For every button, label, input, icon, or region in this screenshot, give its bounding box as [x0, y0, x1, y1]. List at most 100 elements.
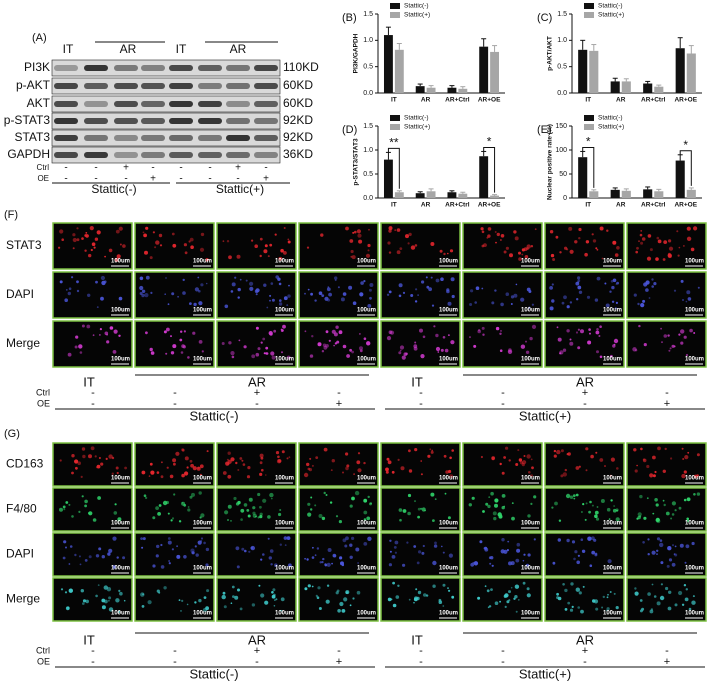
- cell-signal: [194, 545, 197, 548]
- blot-band: [141, 118, 165, 124]
- cell-signal: [258, 584, 261, 587]
- cell-signal: [141, 470, 146, 475]
- group-label: Stattic(+): [519, 408, 571, 423]
- cell-signal: [433, 544, 438, 548]
- legend-label: Stattic(-): [598, 115, 623, 122]
- cell-signal: [606, 507, 611, 512]
- cell-signal: [237, 469, 240, 471]
- x-tick-label: AR+OE: [478, 97, 501, 104]
- cell-signal: [59, 229, 64, 234]
- cell-signal: [643, 343, 647, 347]
- cell-signal: [182, 345, 186, 349]
- blot-strip: [51, 112, 281, 130]
- cell-signal: [240, 508, 245, 513]
- blot-strip: [51, 59, 281, 77]
- blot-band: [141, 101, 165, 107]
- cell-signal: [680, 341, 684, 345]
- condition-mark: -: [665, 387, 669, 399]
- cell-signal: [247, 514, 251, 518]
- cell-signal: [225, 461, 230, 466]
- cell-signal: [413, 344, 418, 349]
- lane-header: AR: [248, 374, 266, 389]
- cell-signal: [139, 276, 144, 281]
- cell-signal: [248, 550, 251, 553]
- cell-signal: [684, 597, 689, 602]
- cell-signal: [349, 348, 352, 352]
- cell-signal: [394, 551, 397, 554]
- cell-signal: [599, 458, 604, 462]
- cell-signal: [87, 293, 91, 297]
- cell-signal: [558, 519, 562, 522]
- cell-signal: [236, 254, 241, 259]
- blot-band: [169, 135, 193, 141]
- cell-signal: [485, 502, 489, 506]
- cell-signal: [275, 451, 280, 455]
- cell-signal: [221, 342, 225, 345]
- cell-signal: [169, 474, 174, 479]
- cell-signal: [112, 350, 117, 354]
- cell-signal: [573, 497, 576, 500]
- scale-bar-label: 100um: [439, 566, 458, 572]
- cell-signal: [109, 326, 114, 330]
- condition-mark: -: [419, 387, 423, 399]
- cell-signal: [116, 556, 119, 559]
- cell-signal: [158, 233, 163, 238]
- cell-signal: [327, 548, 332, 552]
- cell-signal: [271, 594, 276, 599]
- cell-signal: [205, 563, 209, 567]
- cell-signal: [235, 461, 238, 465]
- cell-signal: [423, 593, 427, 597]
- cell-signal: [580, 511, 583, 513]
- cell-signal: [636, 464, 638, 467]
- cell-signal: [590, 454, 594, 459]
- micrograph: [298, 320, 379, 368]
- cell-signal: [584, 518, 587, 521]
- cell-signal: [359, 346, 363, 351]
- cell-signal: [569, 495, 574, 499]
- cell-signal: [321, 516, 326, 521]
- blot-band: [114, 135, 138, 141]
- cell-signal: [564, 588, 568, 593]
- cell-signal: [322, 557, 325, 561]
- cell-signal: [649, 248, 653, 252]
- cell-signal: [170, 335, 172, 338]
- cell-signal: [355, 547, 360, 552]
- cell-signal: [76, 289, 80, 293]
- cell-signal: [145, 226, 149, 230]
- cell-signal: [577, 606, 580, 609]
- cell-signal: [113, 329, 118, 334]
- cell-signal: [157, 512, 162, 516]
- cell-signal: [188, 240, 191, 243]
- cell-signal: [683, 470, 687, 474]
- cell-signal: [308, 468, 312, 472]
- cell-signal: [351, 536, 355, 541]
- cell-signal: [582, 503, 585, 506]
- cell-signal: [533, 538, 536, 541]
- cell-signal: [671, 562, 676, 567]
- cell-signal: [566, 538, 570, 543]
- condition-mark: -: [124, 174, 127, 185]
- cell-signal: [399, 349, 402, 352]
- cell-signal: [184, 471, 189, 476]
- x-tick-label: AR+Ctrl: [445, 202, 470, 209]
- cell-signal: [283, 296, 288, 301]
- cell-signal: [349, 504, 353, 508]
- cell-signal: [271, 591, 274, 594]
- cell-signal: [271, 497, 273, 500]
- cell-signal: [95, 594, 98, 598]
- blot-band: [141, 83, 165, 89]
- cell-signal: [254, 244, 258, 248]
- cell-signal: [321, 294, 325, 297]
- cell-signal: [668, 590, 672, 594]
- scale-bar-label: 100um: [439, 259, 458, 265]
- cell-signal: [686, 517, 689, 521]
- cell-signal: [84, 499, 88, 504]
- cell-signal: [338, 330, 343, 335]
- condition-mark: -: [173, 398, 177, 410]
- condition-mark: -: [501, 656, 505, 668]
- scale-bar-label: 100um: [439, 521, 458, 527]
- cell-signal: [432, 560, 437, 566]
- cell-signal: [84, 504, 87, 508]
- cell-signal: [155, 554, 159, 558]
- bar: [479, 46, 489, 93]
